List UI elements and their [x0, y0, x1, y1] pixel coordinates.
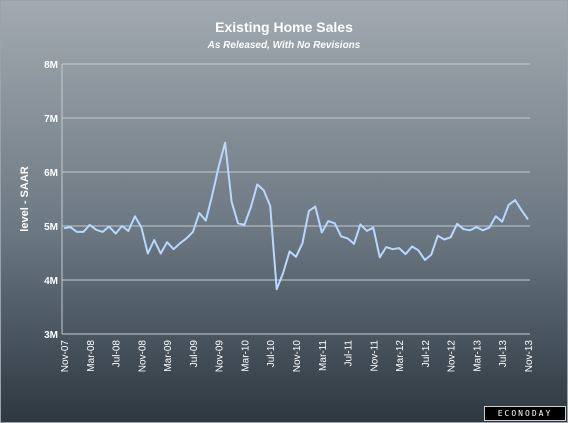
- x-tick-label: Mar-13: [472, 340, 483, 372]
- x-tick-label: Jul-09: [189, 340, 200, 368]
- chart-title: Existing Home Sales: [215, 19, 353, 35]
- x-tick-label: Mar-12: [395, 340, 406, 372]
- x-tick-label: Nov-12: [447, 340, 458, 373]
- x-tick-label: Nov-07: [60, 340, 71, 373]
- x-tick-label: Mar-08: [86, 340, 97, 372]
- x-tick-label: Nov-08: [137, 340, 148, 373]
- x-tick-label: Jul-11: [344, 340, 355, 367]
- x-tick-label: Nov-11: [369, 340, 380, 372]
- chart-subtitle: As Released, With No Revisions: [207, 40, 361, 51]
- x-tick-label: Jul-08: [112, 340, 123, 368]
- grid-lines: [61, 63, 530, 335]
- y-tick-label: 5M: [44, 222, 58, 233]
- x-tick-label: Mar-09: [163, 340, 174, 372]
- x-tick-label: Nov-10: [292, 340, 303, 373]
- y-tick-label: 3M: [44, 330, 58, 341]
- y-tick-label: 8M: [44, 60, 58, 71]
- x-tick-label: Nov-09: [215, 340, 226, 373]
- y-tick-label: 7M: [44, 114, 58, 125]
- x-axis-ticks: Nov-07 Mar-08 Jul-08 Nov-08 Mar-09 Jul-09 Nov-…: [60, 340, 535, 373]
- x-tick-label: Nov-13: [524, 340, 535, 373]
- series-line: [63, 141, 529, 291]
- y-tick-label: 6M: [44, 168, 58, 179]
- x-tick-label: Mar-10: [240, 340, 251, 372]
- x-tick-label: Jul-13: [498, 340, 509, 368]
- x-tick-label: Jul-10: [266, 340, 277, 368]
- econoday-logo: ECONODAY: [484, 406, 566, 421]
- y-axis-ticks: 3M 4M 5M 6M 7M 8M: [44, 60, 58, 341]
- series-group: [63, 141, 529, 291]
- x-tick-label: Jul-12: [421, 340, 432, 368]
- y-axis-label: level - SAAR: [19, 166, 31, 231]
- x-tick-label: Mar-11: [318, 340, 329, 371]
- y-tick-label: 4M: [44, 276, 58, 287]
